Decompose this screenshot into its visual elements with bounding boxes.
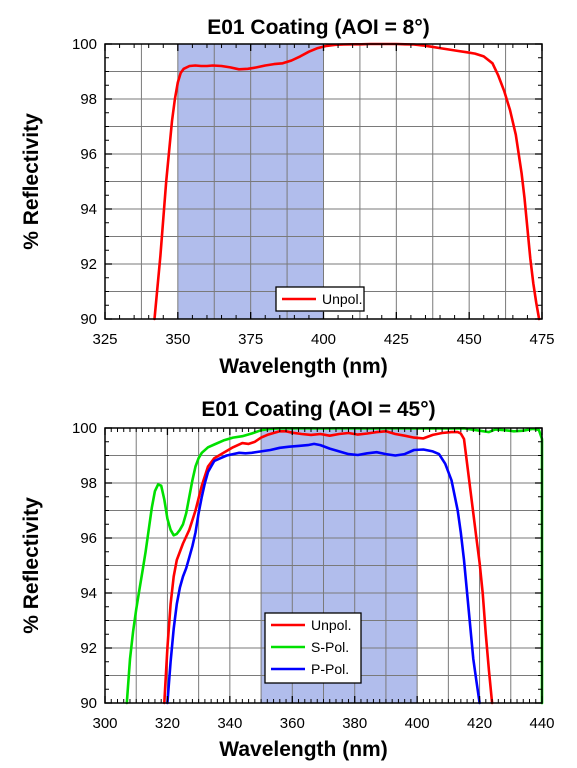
chart-aoi-8: 325 350 375 400 425 450 475 90 92 94 96 98 100 E01 Co…	[20, 16, 555, 378]
chart-title: E01 Coating (AOI = 8°)	[207, 16, 430, 39]
x-tick-label: 400	[405, 715, 430, 732]
y-tick-label: 90	[80, 311, 97, 328]
x-axis-title: Wavelength (nm)	[219, 355, 387, 378]
x-tick-label: 440	[529, 715, 554, 732]
x-tick-label: 450	[457, 331, 482, 348]
x-tick-label: 300	[92, 715, 117, 732]
x-tick-label: 340	[217, 715, 242, 732]
x-tick-label: 320	[155, 715, 180, 732]
x-tick-label: 380	[342, 715, 367, 732]
legend-label: Unpol.	[311, 617, 351, 633]
x-tick-label: 360	[280, 715, 305, 732]
x-tick-label: 325	[92, 331, 117, 348]
series-line-unpol	[163, 429, 494, 705]
legend-label: S-Pol.	[311, 639, 349, 655]
x-tick-label: 475	[529, 331, 554, 348]
x-tick-label: 425	[384, 331, 409, 348]
y-tick-label: 100	[72, 420, 97, 437]
y-tick-label: 90	[80, 695, 97, 712]
chart-title: E01 Coating (AOI = 45°)	[201, 398, 435, 421]
y-tick-label: 98	[80, 91, 97, 108]
legend: Unpol.	[275, 286, 365, 312]
y-tick-label: 98	[80, 475, 97, 492]
x-tick-label: 375	[238, 331, 263, 348]
legend-label: Unpol.	[322, 291, 362, 307]
y-axis-title: % Reflectivity	[20, 113, 43, 250]
legend: Unpol. S-Pol. P-Pol.	[264, 612, 362, 684]
x-tick-label: 350	[165, 331, 190, 348]
y-tick-label: 96	[80, 146, 97, 163]
y-tick-label: 94	[80, 585, 97, 602]
y-tick-label: 100	[72, 36, 97, 53]
x-tick-label: 420	[467, 715, 492, 732]
ticks	[104, 43, 543, 320]
y-tick-label: 94	[80, 201, 97, 218]
x-tick-label: 400	[311, 331, 336, 348]
y-tick-label: 96	[80, 530, 97, 547]
x-axis-title: Wavelength (nm)	[219, 738, 387, 761]
chart-aoi-45: 300 320 340 360 380 400 420 440 90 92 94 96 98 100 E01…	[20, 398, 555, 761]
y-tick-label: 92	[80, 256, 97, 273]
ticks	[104, 427, 543, 704]
y-axis-title: % Reflectivity	[20, 497, 43, 634]
legend-label: P-Pol.	[311, 661, 349, 677]
y-tick-label: 92	[80, 640, 97, 657]
series-line-p-pol	[166, 442, 481, 705]
